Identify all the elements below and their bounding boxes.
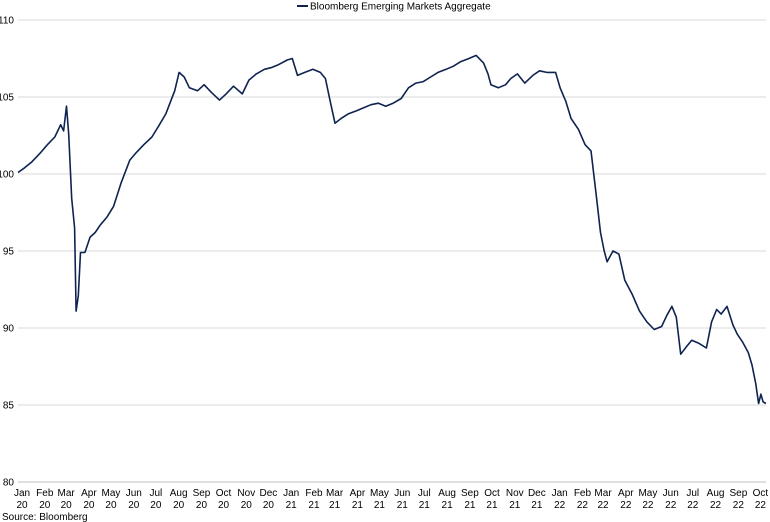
x-tick-month: Oct — [484, 488, 500, 499]
x-tick-year: 21 — [486, 500, 498, 511]
x-axis: Jan20Feb20Mar20Apr20May20Jun20Jul20Aug20… — [14, 481, 769, 511]
x-tick-year: 21 — [442, 500, 454, 511]
x-tick-month: Mar — [594, 488, 612, 499]
x-tick-year: 22 — [687, 500, 699, 511]
x-tick-year: 22 — [665, 500, 677, 511]
x-tick-month: Mar — [326, 488, 344, 499]
y-tick-label: 85 — [3, 401, 15, 412]
x-tick-year: 20 — [218, 500, 230, 511]
x-tick-year: 22 — [554, 500, 566, 511]
x-tick-month: Jul — [686, 488, 699, 499]
x-tick-year: 22 — [642, 500, 654, 511]
x-tick-year: 22 — [597, 500, 609, 511]
gridlines — [18, 19, 766, 483]
x-tick-year: 22 — [710, 500, 722, 511]
x-tick-year: 21 — [374, 500, 386, 511]
x-tick-month: Apr — [81, 488, 97, 499]
x-tick-year: 21 — [286, 500, 298, 511]
legend: Bloomberg Emerging Markets Aggregate — [297, 2, 491, 13]
legend-label: Bloomberg Emerging Markets Aggregate — [310, 2, 491, 13]
x-tick-month: Jan — [283, 488, 299, 499]
x-tick-month: Sep — [461, 488, 479, 499]
x-tick-month: Jan — [552, 488, 568, 499]
x-tick-year: 21 — [509, 500, 521, 511]
x-tick-year: 20 — [173, 500, 185, 511]
x-tick-month: May — [638, 488, 657, 499]
x-tick-month: Feb — [305, 488, 323, 499]
x-tick-year: 22 — [733, 500, 745, 511]
x-tick-year: 20 — [150, 500, 162, 511]
series-lines — [17, 54, 767, 405]
x-tick-month: Sep — [729, 488, 747, 499]
x-tick-month: Apr — [350, 488, 366, 499]
x-tick-month: Oct — [216, 488, 232, 499]
series-line — [17, 54, 767, 405]
x-tick-year: 21 — [308, 500, 320, 511]
x-tick-month: May — [370, 488, 389, 499]
x-tick-month: Aug — [438, 488, 456, 499]
y-tick-label: 80 — [3, 478, 15, 489]
x-tick-month: Jun — [394, 488, 410, 499]
y-tick-label: 90 — [3, 324, 15, 335]
x-tick-month: Apr — [618, 488, 634, 499]
x-tick-year: 22 — [620, 500, 632, 511]
x-tick-year: 21 — [352, 500, 364, 511]
x-tick-year: 20 — [196, 500, 208, 511]
x-tick-year: 21 — [419, 500, 431, 511]
x-tick-year: 20 — [105, 500, 117, 511]
x-tick-month: Mar — [58, 488, 76, 499]
y-tick-label: 110 — [0, 16, 14, 27]
y-axis: 80 85 90 95 100 105 110 — [0, 16, 14, 489]
x-tick-year: 21 — [329, 500, 341, 511]
x-tick-month: Jul — [418, 488, 431, 499]
x-tick-month: Dec — [528, 488, 546, 499]
x-tick-month: Feb — [36, 488, 54, 499]
x-tick-month: Aug — [170, 488, 188, 499]
source-note: Source: Bloomberg — [2, 512, 88, 522]
x-tick-month: Jun — [126, 488, 142, 499]
x-tick-year: 20 — [83, 500, 95, 511]
x-tick-month: Feb — [574, 488, 592, 499]
x-tick-year: 20 — [16, 500, 28, 511]
y-tick-label: 100 — [0, 170, 14, 181]
x-tick-year: 20 — [39, 500, 51, 511]
x-tick-month: Jul — [149, 488, 162, 499]
x-tick-year: 20 — [263, 500, 275, 511]
y-tick-label: 105 — [0, 93, 14, 104]
x-tick-year: 22 — [755, 500, 767, 511]
x-tick-month: Nov — [237, 488, 255, 499]
x-tick-year: 21 — [531, 500, 543, 511]
x-tick-year: 21 — [397, 500, 409, 511]
x-tick-year: 20 — [61, 500, 73, 511]
x-tick-year: 20 — [128, 500, 140, 511]
x-tick-month: Aug — [707, 488, 725, 499]
x-tick-month: Jan — [14, 488, 30, 499]
x-tick-month: Jun — [663, 488, 679, 499]
x-tick-year: 22 — [577, 500, 589, 511]
x-tick-year: 21 — [464, 500, 476, 511]
x-tick-month: Sep — [193, 488, 211, 499]
x-tick-month: May — [102, 488, 121, 499]
x-tick-month: Nov — [506, 488, 524, 499]
x-tick-month: Oct — [753, 488, 769, 499]
x-tick-month: Dec — [259, 488, 277, 499]
x-tick-year: 20 — [241, 500, 253, 511]
y-tick-label: 95 — [3, 247, 15, 258]
